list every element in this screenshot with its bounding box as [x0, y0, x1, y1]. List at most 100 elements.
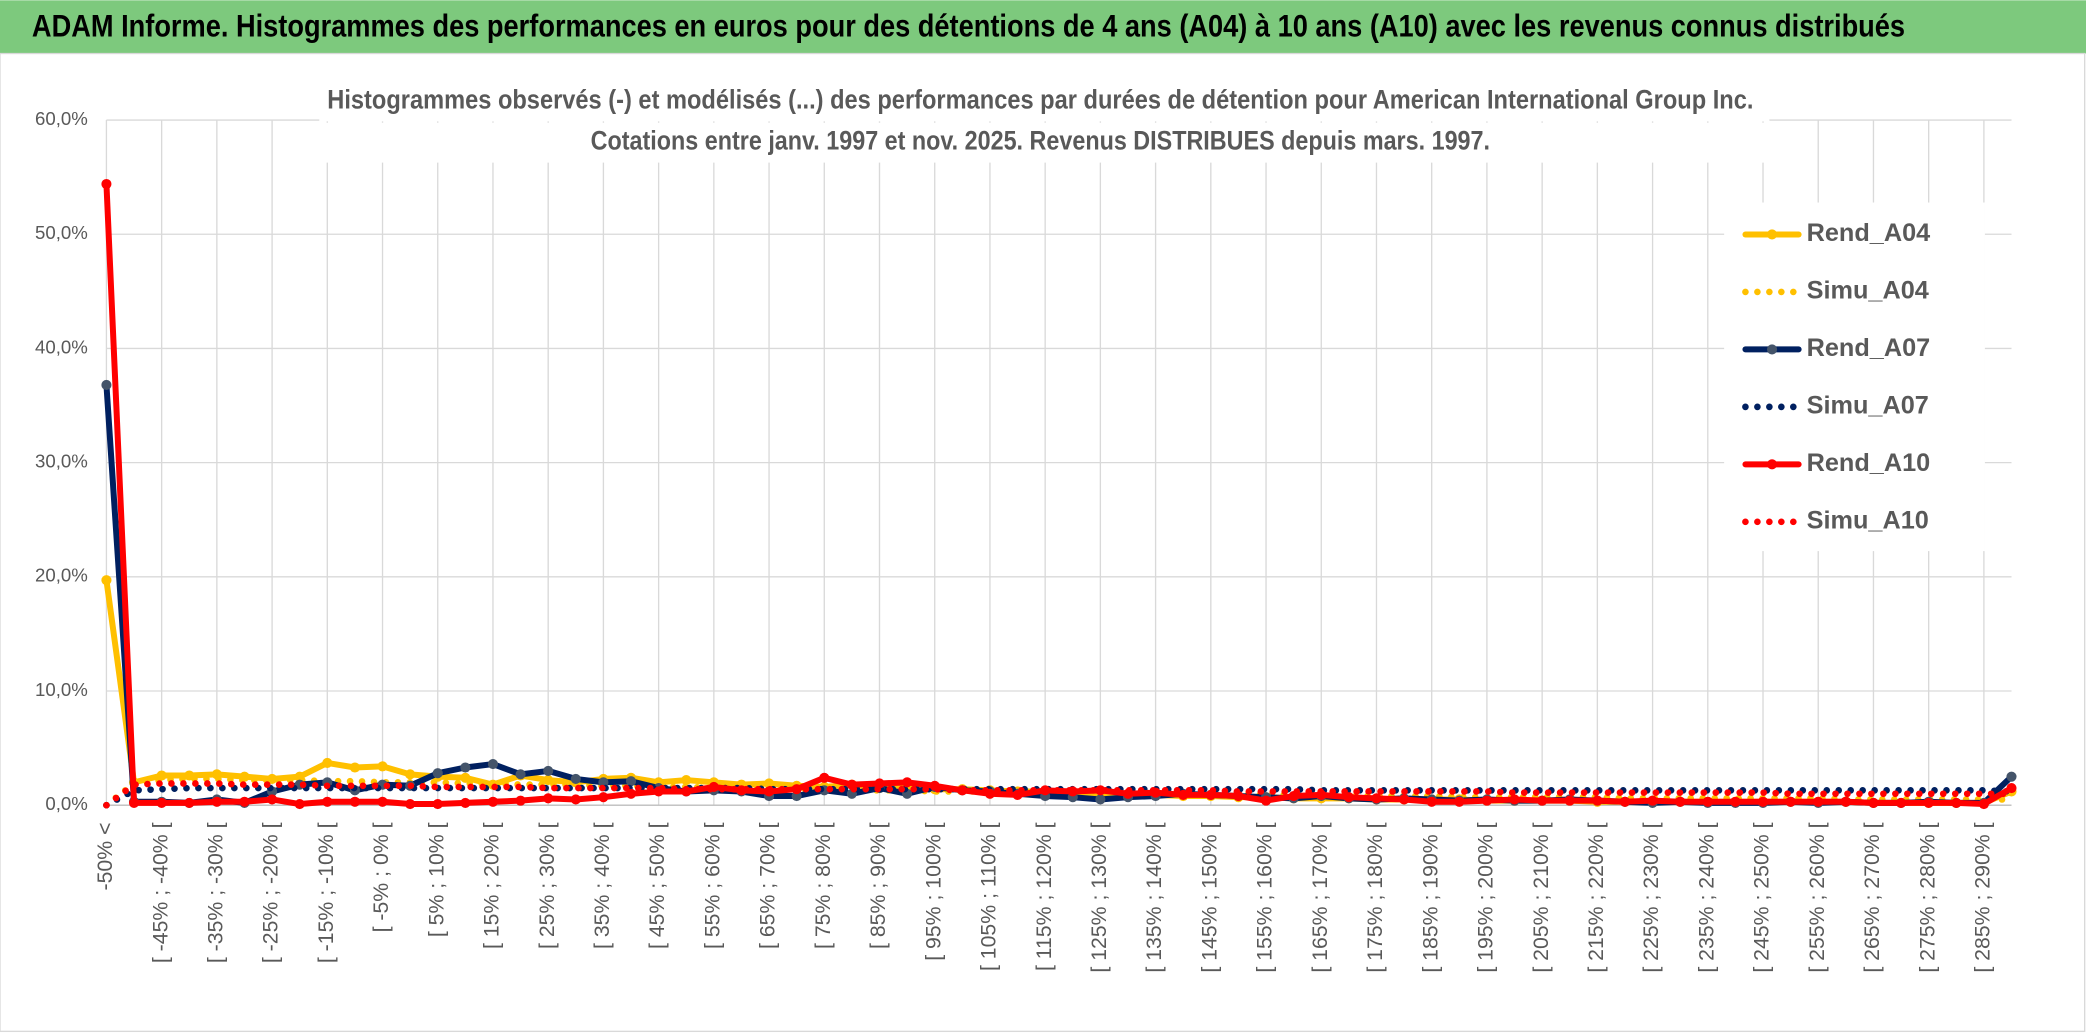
- legend-marker: [1766, 344, 1778, 355]
- data-point: [1399, 794, 1410, 805]
- x-tick-label: [ -25% ; -20% [: [259, 822, 283, 963]
- x-tick-label: [ 205% ; 210% [: [1529, 822, 1553, 972]
- legend-marker: [1766, 229, 1778, 240]
- subtitle-backing: [319, 122, 1770, 163]
- data-point: [101, 178, 112, 190]
- data-point: [570, 773, 581, 784]
- data-point: [1454, 796, 1465, 807]
- data-point: [681, 775, 692, 786]
- data-point: [184, 797, 195, 808]
- data-point: [460, 797, 471, 808]
- data-point: [267, 773, 278, 784]
- data-point: [1178, 789, 1189, 800]
- x-tick-label: -50% <: [93, 822, 117, 890]
- legend-box: [1724, 202, 1985, 552]
- data-point: [543, 775, 554, 786]
- data-point: [1730, 796, 1741, 807]
- chart-subtitle: Cotations entre janv. 1997 et nov. 2025.…: [591, 126, 1490, 156]
- data-point: [267, 794, 278, 805]
- legend-label: Rend_A04: [1807, 219, 1931, 247]
- x-tick-label: [ 245% ; 250% [: [1750, 822, 1774, 972]
- data-point: [322, 796, 333, 807]
- page-title: ADAM Informe. Histogrammes des performan…: [32, 8, 1905, 44]
- y-tick-label: 0,0%: [45, 793, 87, 814]
- data-point: [515, 795, 526, 806]
- y-tick-label: 50,0%: [35, 222, 88, 243]
- data-point: [764, 778, 775, 789]
- x-tick-label: [ 15% ; 20% [: [480, 822, 504, 949]
- data-point: [625, 776, 637, 787]
- legend-marker: [1766, 459, 1778, 470]
- x-tick-label: [ 105% ; 110% [: [977, 822, 1001, 971]
- data-point: [1868, 797, 1879, 808]
- data-point: [1896, 797, 1907, 808]
- data-point: [1978, 798, 1989, 810]
- data-point: [1923, 797, 1934, 808]
- y-tick-label: 20,0%: [35, 565, 88, 586]
- y-tick-label: 10,0%: [35, 679, 88, 700]
- data-point: [1951, 797, 1962, 808]
- x-tick-label: [ 255% ; 260% [: [1805, 822, 1829, 972]
- header-bar: [0, 0, 2086, 54]
- x-tick-label: [ -35% ; -30% [: [203, 822, 227, 963]
- x-tick-label: [ -45% ; -40% [: [148, 822, 172, 963]
- data-point: [156, 797, 167, 808]
- x-tick-label: [ 5% ; 10% [: [424, 822, 448, 937]
- x-tick-label: [ -15% ; -10% [: [314, 822, 338, 963]
- x-tick-label: [ 265% ; 270% [: [1860, 822, 1884, 972]
- x-tick-label: [ 125% ; 130% [: [1087, 822, 1111, 972]
- data-point: [1343, 792, 1354, 803]
- x-tick-label: [ 65% ; 70% [: [756, 822, 780, 949]
- x-tick-label: [ 95% ; 100% [: [921, 822, 945, 960]
- data-point: [819, 772, 830, 783]
- data-point: [239, 796, 250, 807]
- x-tick-label: [ 175% ; 180% [: [1363, 822, 1387, 972]
- data-point: [1564, 795, 1575, 806]
- data-point: [1785, 796, 1796, 807]
- data-point: [1509, 794, 1520, 805]
- data-point: [1757, 796, 1769, 807]
- data-point: [349, 762, 360, 773]
- x-tick-label: [ 155% ; 160% [: [1253, 822, 1277, 972]
- data-point: [432, 798, 443, 810]
- data-point: [1481, 795, 1492, 806]
- x-tick-label: [ 195% ; 200% [: [1474, 822, 1498, 972]
- data-point: [570, 794, 581, 805]
- data-point: [405, 798, 416, 810]
- data-point: [432, 768, 443, 779]
- data-point: [1675, 796, 1686, 807]
- data-point: [377, 761, 388, 772]
- data-point: [1840, 796, 1851, 807]
- data-point: [460, 772, 471, 783]
- x-tick-label: [ 145% ; 150% [: [1197, 822, 1221, 972]
- data-point: [211, 796, 222, 807]
- data-point: [543, 793, 554, 804]
- data-point: [1592, 795, 1603, 806]
- chart-frame: [0, 52, 2086, 1033]
- x-tick-label: [ 235% ; 240% [: [1694, 822, 1718, 972]
- data-point: [1813, 796, 1824, 807]
- data-point: [598, 792, 609, 803]
- chart-subtitle: Histogrammes observés (-) et modélisés (…: [327, 84, 1753, 114]
- x-tick-label: [ 165% ; 170% [: [1308, 822, 1332, 972]
- data-point: [2006, 771, 2017, 782]
- data-point: [1702, 796, 1713, 807]
- x-tick-label: [ 185% ; 190% [: [1418, 822, 1442, 972]
- data-point: [1371, 793, 1382, 804]
- y-tick-label: 40,0%: [35, 336, 88, 357]
- x-tick-label: [ 35% ; 40% [: [590, 822, 614, 949]
- data-point: [1647, 795, 1658, 806]
- subtitle-backing: [319, 81, 1770, 122]
- x-tick-label: [ 275% ; 280% [: [1915, 822, 1939, 972]
- y-tick-label: 30,0%: [35, 451, 88, 472]
- data-point: [2006, 783, 2017, 794]
- legend-label: Simu_A10: [1807, 506, 1929, 534]
- data-point: [460, 762, 471, 773]
- data-point: [902, 777, 913, 788]
- legend-label: Rend_A07: [1807, 334, 1931, 362]
- data-point: [128, 797, 140, 808]
- data-point: [487, 759, 499, 770]
- data-point: [377, 796, 388, 807]
